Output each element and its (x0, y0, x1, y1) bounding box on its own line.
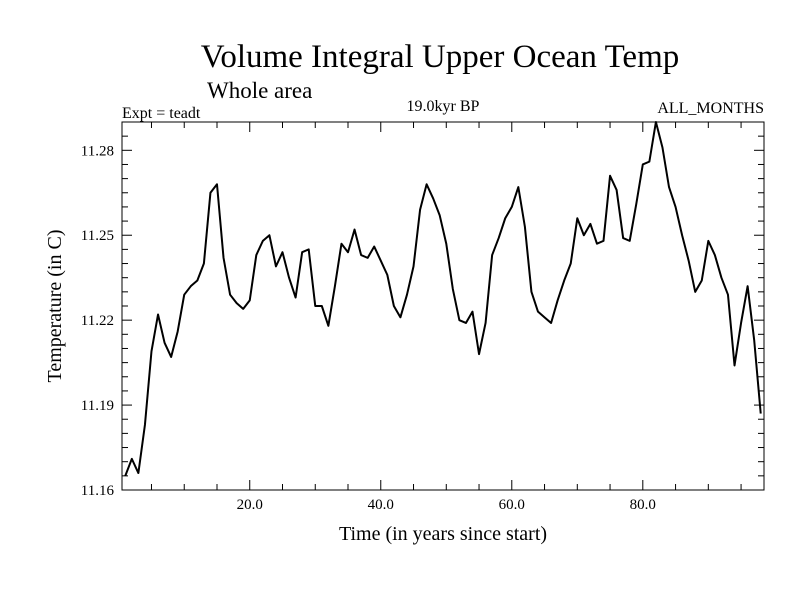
chart-subtitle: Whole area (207, 78, 312, 103)
tick-labels: 20.0 40.0 60.0 80.0 11.16 11.19 11.22 11.25 11.2… (81, 143, 656, 513)
header-right-label: ALL_MONTHS (657, 100, 764, 117)
x-axis-label: Time (in years since start) (339, 523, 547, 545)
y-tick-label: 11.19 (81, 398, 114, 414)
x-tick-label: 60.0 (499, 497, 525, 513)
x-tick-label: 80.0 (630, 497, 656, 513)
y-tick-label: 11.28 (81, 143, 114, 159)
tick-marks (122, 121, 764, 491)
header-left-label: Expt = teadt (122, 105, 201, 122)
y-tick-label: 11.25 (81, 228, 114, 244)
x-tick-label: 20.0 (237, 497, 263, 513)
header-center-label: 19.0kyr BP (407, 98, 480, 115)
x-tick-label: 40.0 (368, 497, 394, 513)
chart-title: Volume Integral Upper Ocean Temp (201, 39, 679, 75)
y-tick-label: 11.16 (81, 483, 115, 499)
y-axis-label: Temperature (in C) (44, 230, 66, 383)
temperature-series-line (124, 121, 762, 477)
y-tick-label: 11.22 (81, 313, 114, 329)
